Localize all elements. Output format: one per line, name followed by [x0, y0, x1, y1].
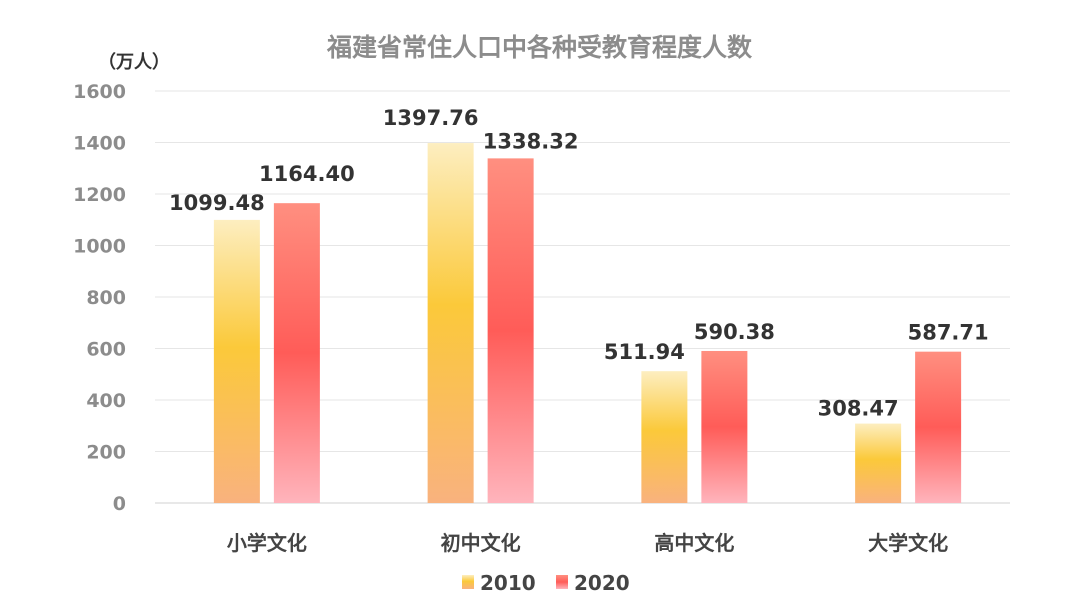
x-tick-label: 初中文化	[441, 531, 521, 555]
legend-label: 2010	[480, 571, 536, 595]
y-tick-label: 1000	[73, 236, 126, 258]
bar-2020	[915, 351, 962, 503]
x-tick-label: 大学文化	[868, 531, 948, 555]
x-tick-label: 高中文化	[654, 531, 734, 555]
y-tick-label: 200	[86, 442, 126, 464]
y-axis-unit: （万人）	[98, 52, 170, 73]
legend-swatch-2020	[556, 575, 568, 589]
data-label: 1397.76	[383, 106, 479, 130]
data-label: 587.71	[908, 321, 989, 345]
y-tick-label: 600	[86, 339, 126, 361]
y-tick-label: 0	[113, 493, 126, 515]
chart-title: 福建省常住人口中各种受教育程度人数	[326, 33, 752, 62]
y-tick-label: 400	[86, 390, 126, 412]
y-tick-label: 1200	[73, 184, 126, 206]
bar-2020	[701, 350, 748, 503]
bar-2010	[855, 423, 902, 503]
data-label: 511.94	[604, 340, 685, 364]
data-label: 590.38	[694, 320, 775, 344]
y-tick-label: 800	[86, 287, 126, 309]
bar-2010	[427, 143, 474, 504]
bar-2020	[487, 158, 534, 503]
y-tick-label: 1600	[73, 81, 126, 103]
data-label: 308.47	[818, 397, 899, 421]
x-tick-label: 小学文化	[227, 531, 307, 555]
y-tick-label: 1400	[73, 133, 126, 155]
bar-2010	[213, 219, 260, 503]
data-label: 1164.40	[259, 162, 355, 186]
legend-label: 2020	[574, 571, 630, 595]
bar-2010	[641, 371, 688, 503]
data-label: 1099.48	[169, 191, 265, 215]
legend-swatch-2010	[462, 575, 474, 589]
bar-2020	[273, 203, 320, 504]
data-label: 1338.32	[483, 129, 579, 153]
